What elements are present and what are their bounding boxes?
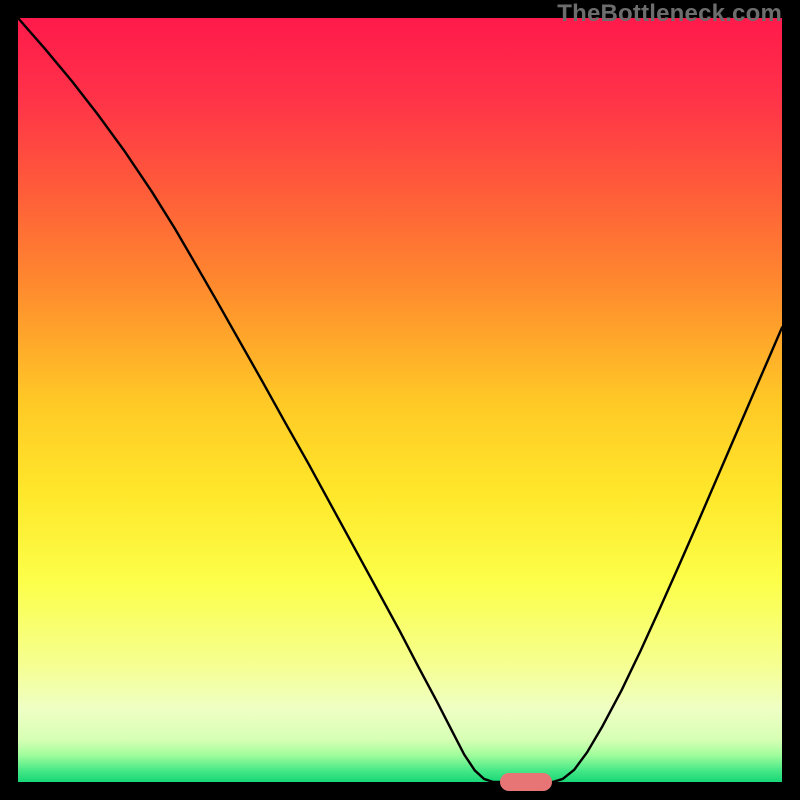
chart-stage: TheBottleneck.com bbox=[0, 0, 800, 800]
bottleneck-curve bbox=[18, 18, 782, 782]
curve-layer bbox=[0, 0, 800, 800]
watermark-text: TheBottleneck.com bbox=[557, 0, 782, 28]
optimal-point-marker bbox=[500, 773, 552, 791]
